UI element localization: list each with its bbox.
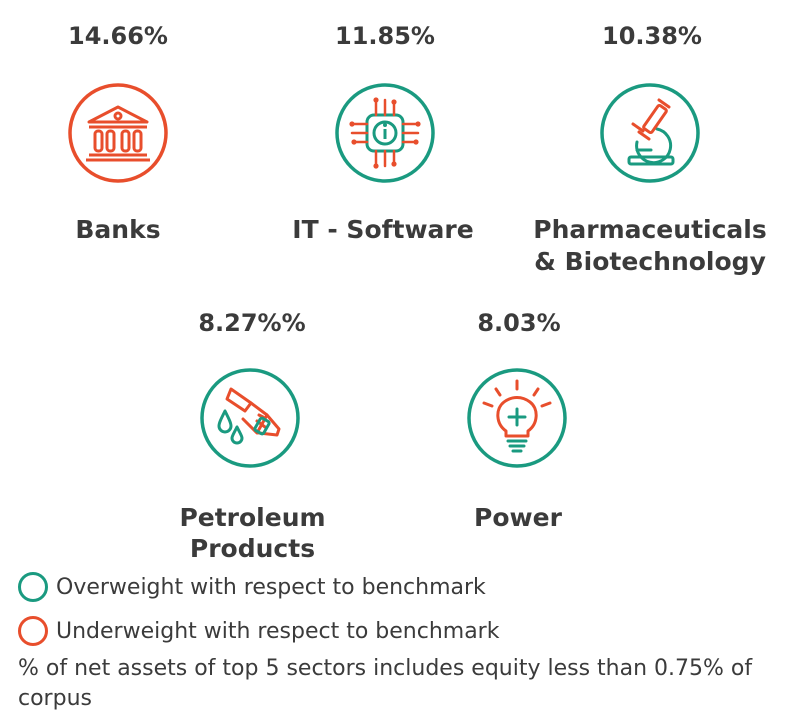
footnote: % of net assets of top 5 sectors include…: [18, 656, 753, 711]
sector-name-line1: Petroleum: [179, 503, 326, 532]
sector-percent: 14.66%: [68, 22, 168, 50]
lightbulb-icon: [466, 367, 568, 469]
fuel-nozzle-icon: [199, 367, 301, 469]
sector-name-line1: Pharmaceuticals: [533, 215, 767, 244]
sector-name-line2: & Biotechnology: [534, 247, 766, 276]
underweight-circle-icon: [18, 616, 48, 646]
sector-percent: 8.27%%: [198, 309, 306, 337]
sector-name-line2: Products: [189, 534, 316, 563]
overweight-circle-icon: [18, 572, 48, 602]
microscope-icon: [599, 82, 701, 184]
legend-overweight: Overweight with respect to benchmark: [18, 572, 486, 602]
sector-name: Power: [474, 503, 562, 532]
chip-icon: [334, 82, 436, 184]
legend-overweight-label: Overweight with respect to benchmark: [56, 574, 486, 600]
sector-name: Banks: [75, 215, 161, 244]
bank-icon: [67, 82, 169, 184]
legend-underweight-label: Underweight with respect to benchmark: [56, 618, 500, 644]
sector-percent: 8.03%: [477, 309, 561, 337]
sector-percent: 10.38%: [602, 22, 702, 50]
sector-percent: 11.85%: [335, 22, 435, 50]
legend-underweight: Underweight with respect to benchmark: [18, 616, 499, 646]
sector-name: IT - Software: [292, 215, 474, 244]
